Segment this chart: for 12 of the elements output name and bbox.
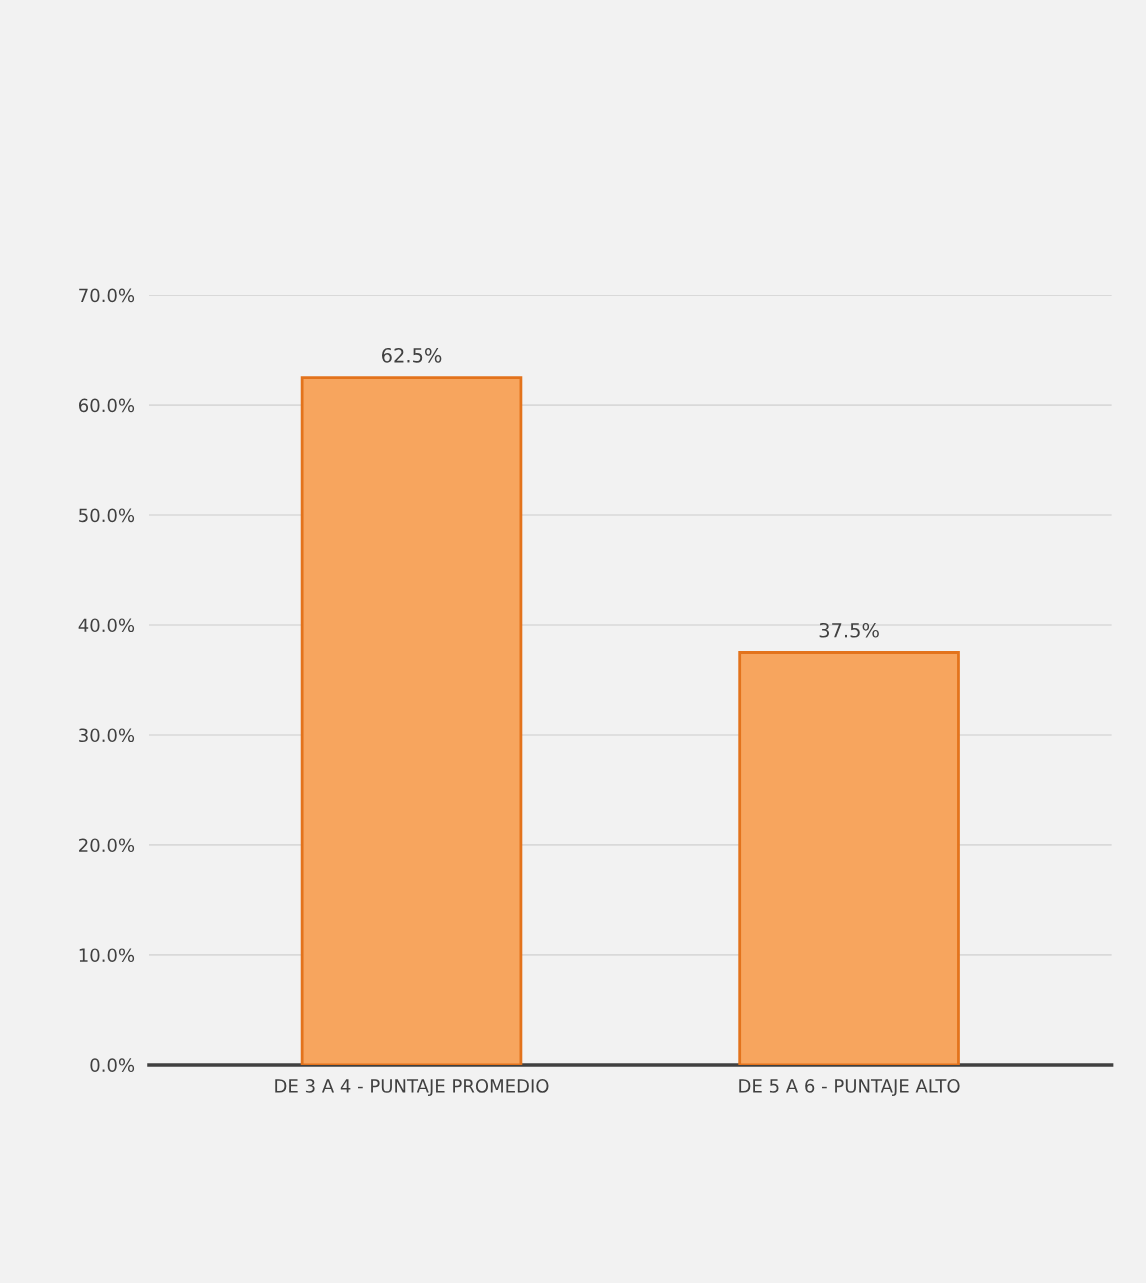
y-tick-label: 40.0%	[78, 618, 135, 633]
y-tick-label: 0.0%	[90, 1058, 135, 1073]
data-label: 37.5%	[819, 622, 879, 638]
y-tick-label: 20.0%	[79, 838, 135, 853]
y-tick-label: 10.0%	[79, 948, 135, 963]
y-tick-label: 70.0%	[79, 288, 135, 303]
y-tick-label: 30.0%	[79, 728, 135, 743]
y-tick-label: 50.0%	[79, 508, 135, 523]
data-label: 62.5%	[381, 347, 442, 363]
x-tick-label: DE 3 A 4 - PUNTAJE PROMEDIO	[275, 1079, 549, 1097]
y-tick-label: 60.0%	[78, 398, 135, 413]
x-tick-label: DE 5 A 6 - PUNTAJE ALTO	[739, 1079, 960, 1097]
